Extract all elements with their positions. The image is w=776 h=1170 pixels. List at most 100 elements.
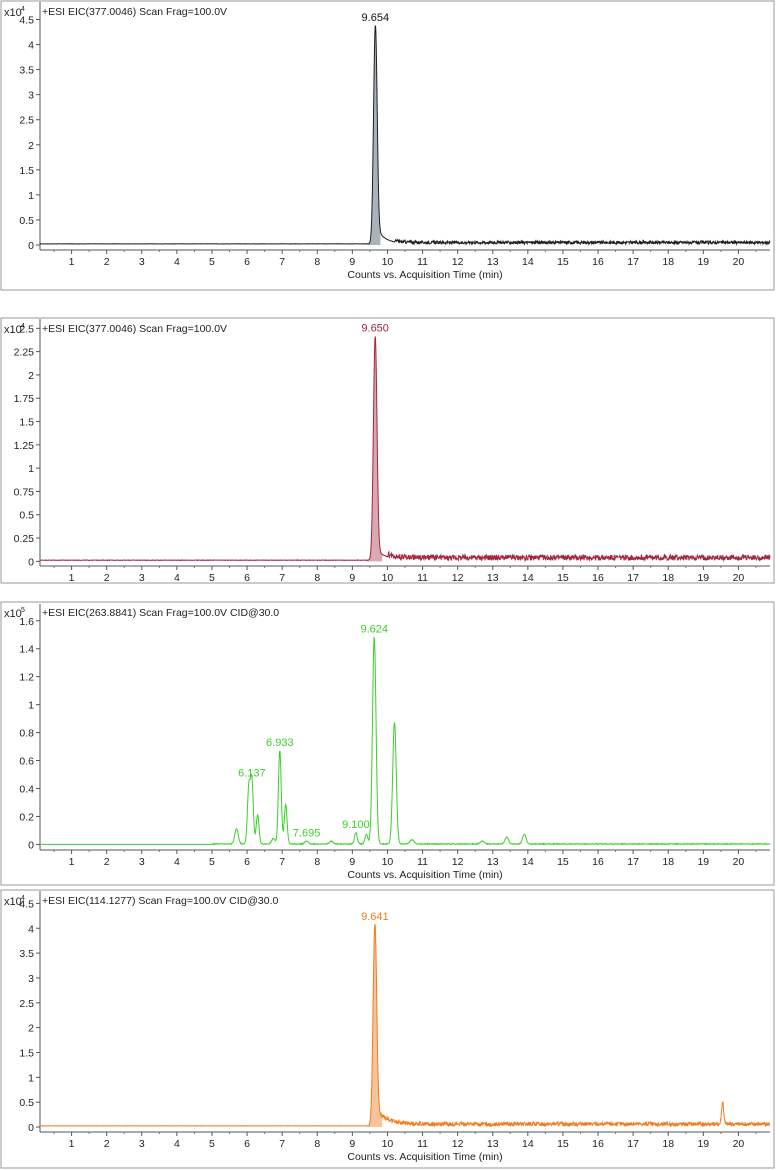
x-tick-label: 15 [557,256,569,268]
chromatogram-panel-2: x10 4 +ESI EIC(377.0046) Scan Frag=100.0V 0… [0,317,776,585]
y-tick-label: 0 [28,839,34,851]
x-tick-label: 3 [139,256,145,268]
x-tick-label: 13 [487,256,499,268]
x-tick-label: 19 [697,256,709,268]
x-tick-label: 15 [557,1138,569,1150]
peak-label: 9.624 [360,624,388,636]
x-axis-label: Counts vs. Acquisition Time (min) [347,1151,502,1163]
x-tick-label: 10 [382,256,394,268]
x-tick-label: 10 [382,856,394,868]
peak-label: 6.933 [266,737,294,749]
y-tick-label: 0 [28,1122,34,1134]
x-tick-label: 8 [314,256,320,268]
x-tick-label: 5 [209,572,215,584]
y-tick-label: 2 [28,1023,34,1035]
x-tick-label: 12 [452,1138,464,1150]
x-tick-label: 8 [314,572,320,584]
y-tick-label: 0.6 [19,756,34,768]
x-tick-label: 7 [279,1138,285,1150]
x-tick-label: 7 [279,256,285,268]
peak-label: 9.654 [362,12,390,24]
x-tick-label: 5 [209,1138,215,1150]
chromatogram-panel-3: x10 5 +ESI EIC(263.8841) Scan Frag=100.0V … [0,601,776,887]
x-tick-label: 8 [314,856,320,868]
y-tick-label: 4.5 [19,898,34,910]
y-tick-label: 2 [28,140,34,152]
x-tick-label: 17 [627,1138,639,1150]
x-tick-label: 9 [349,1138,355,1150]
chart-title: +ESI EIC(377.0046) Scan Frag=100.0V [42,323,227,335]
y-tick-label: 1.25 [14,440,35,452]
y-scale-factor: x10 [4,896,22,908]
x-tick-label: 14 [522,572,534,584]
chart-svg-3: x10 5 +ESI EIC(263.8841) Scan Frag=100.0V … [0,601,775,886]
peak-fill-area [366,336,383,562]
y-tick-label: 1 [28,1072,34,1084]
y-tick-label: 1.5 [19,165,34,177]
y-tick-label: 1 [28,190,34,202]
y-tick-label: 0.2 [19,811,34,823]
x-tick-label: 16 [592,256,604,268]
x-tick-label: 15 [557,572,569,584]
x-tick-label: 3 [139,1138,145,1150]
y-tick-label: 0.5 [19,1097,34,1109]
x-tick-label: 5 [209,256,215,268]
y-scale-exponent: 4 [21,895,25,902]
panel-frame [0,317,775,584]
x-tick-label: 19 [697,856,709,868]
x-tick-label: 20 [733,856,745,868]
y-tick-label: 1.5 [19,1047,34,1059]
y-tick-label: 0.4 [19,784,34,796]
y-tick-label: 0.5 [19,510,34,522]
y-scale-factor: x10 [4,608,22,620]
chromatogram-trace [39,924,771,1128]
y-tick-label: 1.4 [19,644,34,656]
panel-frame [0,0,775,291]
y-scale-exponent: 4 [21,6,25,13]
x-tick-label: 9 [349,856,355,868]
x-tick-label: 18 [662,1138,674,1150]
x-tick-label: 17 [627,572,639,584]
x-tick-label: 14 [522,856,534,868]
peak-fill-area [366,924,383,1128]
x-tick-label: 12 [452,856,464,868]
peak-label: 7.695 [293,828,321,840]
chromatogram-trace [39,636,771,846]
chromatogram-panel-4: x10 4 +ESI EIC(114.1277) Scan Frag=100.0V … [0,889,776,1170]
x-tick-label: 11 [417,572,428,584]
y-scale-exponent: 4 [21,323,25,330]
x-tick-label: 6 [244,1138,250,1150]
x-tick-label: 10 [382,572,394,584]
y-tick-label: 0.5 [19,215,34,227]
chart-svg-2: x10 4 +ESI EIC(377.0046) Scan Frag=100.0V0… [0,317,775,584]
chromatogram-panel-1: x10 4 +ESI EIC(377.0046) Scan Frag=100.0V 0… [0,0,776,292]
panel-frame [0,601,775,886]
y-scale-factor: x10 [4,324,22,336]
y-tick-label: 4.5 [19,15,34,27]
peak-label: 9.641 [361,911,389,923]
y-tick-label: 0.75 [14,486,35,498]
y-tick-label: 0.25 [14,533,35,545]
x-tick-label: 17 [627,856,639,868]
x-axis-label: Counts vs. Acquisition Time (min) [347,869,502,881]
x-tick-label: 13 [487,572,499,584]
x-tick-label: 18 [662,572,674,584]
x-tick-label: 19 [697,1138,709,1150]
y-tick-label: 2.5 [19,115,34,127]
y-tick-label: 1 [28,700,34,712]
x-tick-label: 19 [697,572,709,584]
x-tick-label: 11 [417,1138,428,1150]
x-tick-label: 18 [662,856,674,868]
x-tick-label: 13 [487,1138,499,1150]
x-tick-label: 16 [592,572,604,584]
chromatogram-trace [39,336,771,563]
y-tick-label: 2 [28,370,34,382]
x-tick-label: 1 [69,1138,75,1150]
peak-label: 6.137 [238,768,266,780]
x-tick-label: 4 [174,572,180,584]
y-tick-label: 1.5 [19,417,34,429]
chart-svg-4: x10 4 +ESI EIC(114.1277) Scan Frag=100.0V … [0,889,775,1169]
peak-label: 9.650 [361,323,389,335]
y-tick-label: 0 [28,240,34,252]
y-tick-label: 3.5 [19,65,34,77]
